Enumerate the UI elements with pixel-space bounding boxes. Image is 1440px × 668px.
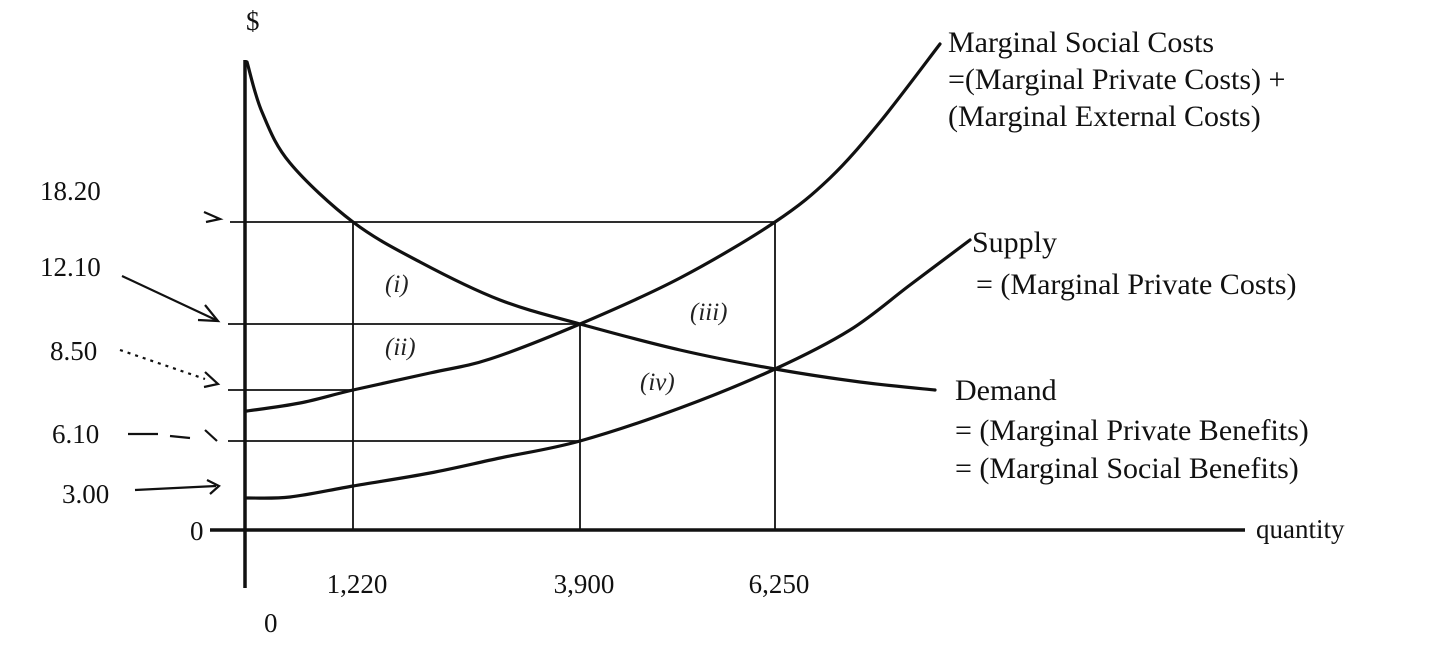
curve-label: (Marginal External Costs) (948, 100, 1261, 133)
curve-label: Marginal Social Costs (948, 26, 1214, 59)
region-label: (iv) (640, 369, 675, 396)
y-tick-label: 12.10 (40, 252, 101, 282)
reference-lines (228, 221, 776, 530)
pointer-3-00-head (206, 479, 221, 495)
x-axis-label: quantity (1256, 514, 1345, 544)
x-tick-labels: 1,220 3,900 6,250 (327, 569, 810, 599)
tick-pointers (119, 210, 224, 495)
curve-marginal-social-costs (245, 42, 942, 413)
x-tick-label: 3,900 (554, 569, 615, 599)
x-tick-label: 6,250 (749, 569, 810, 599)
pointer-8-50 (119, 348, 206, 381)
region-label: (i) (385, 271, 409, 298)
pointer-6-10-c (204, 429, 218, 442)
pointer-6-10-b (169, 434, 191, 440)
y-tick-label: 18.20 (40, 176, 101, 206)
pointer-3-00 (134, 484, 217, 492)
curve-labels: Demand = (Marginal Private Benefits) = (Ma… (948, 26, 1309, 485)
y-tick-labels: 18.20 12.10 8.50 6.10 3.00 (40, 176, 109, 509)
curve-demand (245, 60, 937, 392)
pointer-8-50-head (203, 371, 221, 389)
y-axis-label: $ (246, 6, 260, 36)
curve-label: Demand (955, 374, 1057, 407)
region-label: (iii) (690, 299, 728, 326)
curve-supply (245, 238, 972, 500)
curve-label: = (Marginal Private Benefits) (955, 414, 1309, 447)
region-labels: (i) (ii) (iii) (iv) (385, 271, 728, 396)
pointer-12-10-head (197, 304, 221, 323)
curve-label: =(Marginal Private Costs) + (948, 63, 1285, 96)
pointer-12-10 (121, 275, 217, 321)
curve-label: = (Marginal Private Costs) (976, 268, 1297, 301)
curve-label: = (Marginal Social Benefits) (955, 452, 1299, 485)
curves (245, 42, 972, 500)
x-tick-origin-label: 0 (264, 608, 278, 638)
pointer-18-20 (203, 210, 224, 224)
region-label: (ii) (385, 334, 416, 361)
x-tick-label: 1,220 (327, 569, 388, 599)
origin-label: 0 (190, 516, 204, 546)
y-tick-label: 8.50 (50, 336, 97, 366)
curve-label: Supply (972, 226, 1057, 259)
y-tick-label: 6.10 (52, 419, 99, 449)
y-tick-label: 3.00 (62, 479, 109, 509)
